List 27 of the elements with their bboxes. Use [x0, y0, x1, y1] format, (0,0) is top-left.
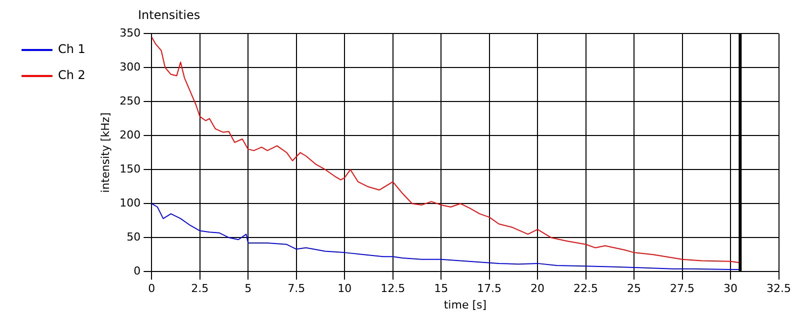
x-tick-label: 30 [724, 282, 738, 296]
legend-label: Ch 1 [58, 42, 86, 56]
y-tick-label: 150 [120, 162, 141, 176]
y-tick-label: 350 [120, 26, 141, 40]
legend-label: Ch 2 [58, 68, 86, 82]
x-tick-label: 22.5 [574, 282, 598, 296]
y-tick-label: 50 [126, 230, 141, 244]
x-tick-label: 0 [148, 282, 156, 296]
y-tick-label: 0 [134, 264, 141, 278]
x-tick-label: 17.5 [477, 282, 502, 296]
chart-title: Intensities [138, 8, 202, 24]
x-tick-label: 7.5 [288, 282, 306, 296]
x-tick-label: 2.5 [191, 282, 209, 296]
y-tick-label: 100 [120, 196, 141, 210]
x-tick-label: 10 [338, 282, 352, 296]
x-tick-label: 12.5 [380, 282, 406, 296]
x-tick-label: 20 [530, 282, 545, 296]
x-axis-title: time [s] [444, 298, 487, 312]
x-tick-label: 32.5 [766, 282, 792, 296]
y-tick-label: 200 [120, 128, 141, 142]
y-axis-title: intensity [kHz] [98, 112, 112, 193]
x-tick-label: 25 [627, 282, 642, 296]
x-tick-label: 15 [434, 282, 448, 296]
y-tick-label: 250 [120, 94, 141, 108]
x-tick-label: 5 [244, 282, 252, 296]
y-tick-label: 300 [120, 60, 141, 74]
x-tick-label: 27.5 [670, 282, 695, 296]
